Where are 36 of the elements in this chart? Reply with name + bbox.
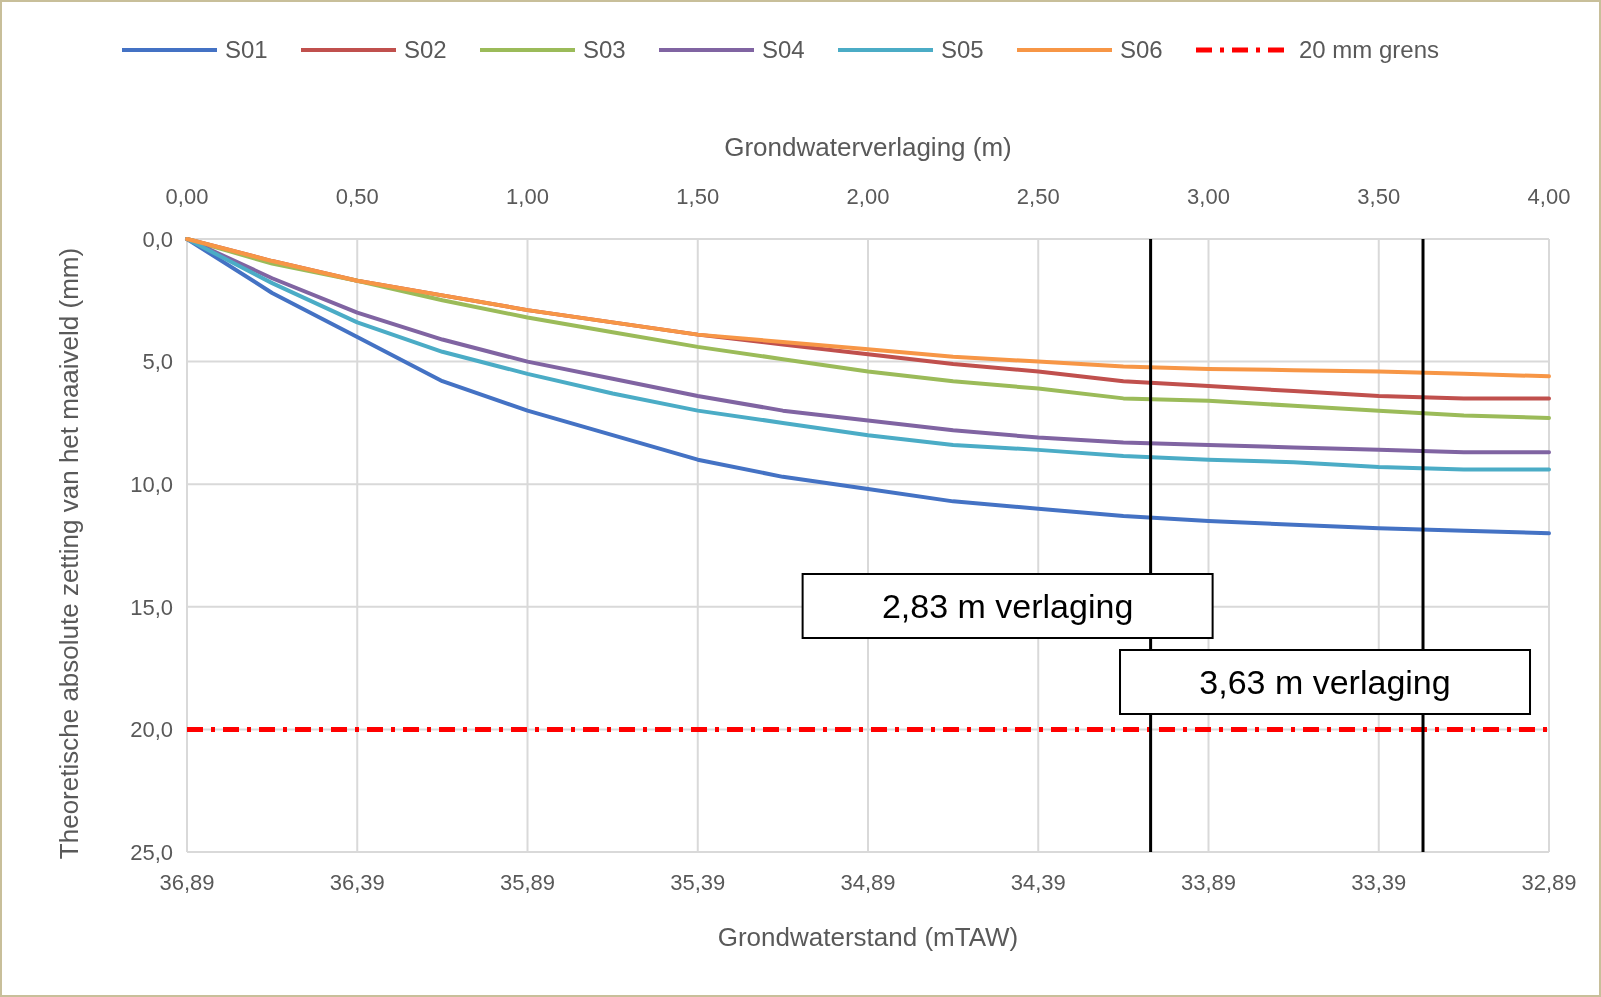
legend-label: 20 mm grens [1299,36,1440,64]
y-tick-label: 5,0 [142,349,173,375]
y-tick-label: 25,0 [130,839,173,865]
y-tick-label: 15,0 [130,594,173,620]
x2-axis-title: Grondwaterverlaging (m) [724,132,1012,162]
x2-tick-label: 4,00 [1527,184,1571,209]
legend-label: S04 [762,36,805,64]
ref-line-label: 2,83 m verlaging [881,586,1134,625]
x2-tick-label: 1,50 [676,184,720,209]
y-axis-title: Theoretische absolute zetting van het maaiveld (mm) [54,247,84,860]
x-tick-label: 34,39 [1010,870,1066,895]
legend-label: S02 [404,36,447,64]
y-tick-label: 10,0 [130,471,173,497]
x2-tick-label: 2,50 [1016,184,1060,209]
ref-line-label: 3,63 m verlaging [1199,662,1451,701]
legend-label: S06 [1120,36,1163,64]
x-tick-label: 32,89 [1521,870,1577,895]
legend-label: S03 [583,36,626,64]
y-tick-label: 0,0 [142,226,173,252]
x-tick-label: 33,89 [1180,870,1237,895]
x-tick-label: 36,39 [329,870,385,895]
x2-tick-label: 0,00 [165,184,209,209]
x-tick-label: 35,89 [499,870,556,895]
x-tick-label: 36,89 [159,870,215,895]
x-tick-label: 33,39 [1351,870,1407,895]
x-tick-label: 35,39 [670,870,726,895]
x-axis-title: Grondwaterstand (mTAW) [717,922,1019,952]
x2-tick-label: 3,50 [1357,184,1401,209]
x2-tick-label: 2,00 [846,184,890,209]
x-tick-label: 34,89 [840,870,896,895]
legend-label: S05 [941,36,984,64]
x2-tick-label: 0,50 [335,184,379,209]
x2-tick-label: 1,00 [506,184,549,209]
y-tick-label: 20,0 [130,717,173,743]
legend-label: S01 [225,36,268,64]
x2-tick-label: 3,00 [1187,184,1230,209]
